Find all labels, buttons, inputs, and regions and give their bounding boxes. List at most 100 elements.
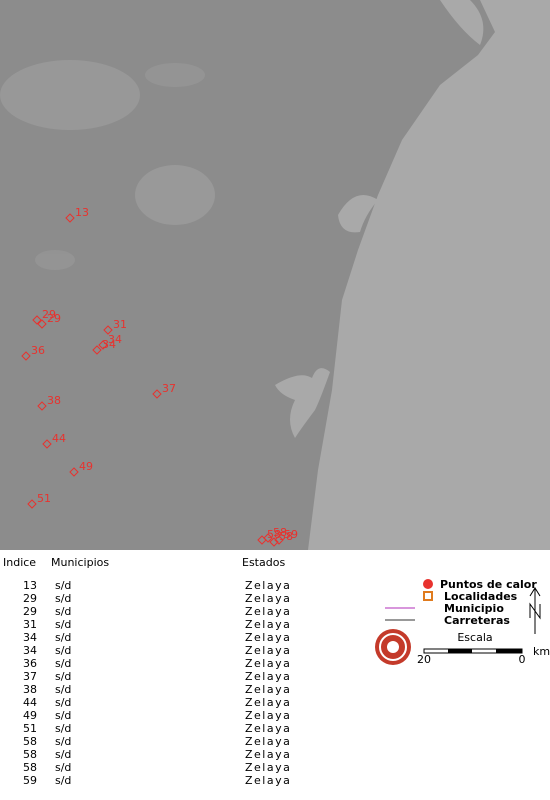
hotspot-marker bbox=[269, 537, 279, 547]
cell-estado: Zelaya bbox=[245, 605, 291, 618]
hotspot-marker bbox=[21, 351, 31, 361]
hotspot-marker bbox=[92, 345, 102, 355]
legend-label: Localidades bbox=[444, 590, 518, 603]
marker-label: 31 bbox=[113, 318, 127, 331]
legend-label: Municipio bbox=[444, 602, 504, 615]
lagoon bbox=[275, 368, 330, 438]
cell-estado: Zelaya bbox=[245, 761, 291, 774]
table: Indice Municipios Estados 13 s/d Zelaya 29 s/d Z… bbox=[3, 556, 291, 787]
cell-estado: Zelaya bbox=[245, 579, 291, 592]
cell-index: 58 bbox=[23, 748, 37, 761]
cell-estado: Zelaya bbox=[245, 722, 291, 735]
cell-estado: Zelaya bbox=[245, 670, 291, 683]
marker-label: 51 bbox=[37, 492, 51, 505]
cell-index: 38 bbox=[23, 683, 37, 696]
legend-label: Carreteras bbox=[444, 614, 510, 627]
hotspot-marker bbox=[27, 499, 37, 509]
cell-municipio: s/d bbox=[55, 592, 71, 605]
scale-label: 20 bbox=[417, 653, 431, 666]
marker-label: 49 bbox=[79, 460, 93, 473]
hotspot-marker bbox=[69, 467, 79, 477]
hotspot-marker bbox=[65, 213, 75, 223]
cell-estado: Zelaya bbox=[245, 644, 291, 657]
hotspot-marker bbox=[42, 439, 52, 449]
column-header: Indice bbox=[3, 556, 36, 569]
marker-label: 59 bbox=[284, 528, 298, 541]
cell-estado: Zelaya bbox=[245, 657, 291, 670]
cell-index: 29 bbox=[23, 605, 37, 618]
cell-municipio: s/d bbox=[55, 696, 71, 709]
cell-index: 44 bbox=[23, 696, 37, 709]
cell-index: 49 bbox=[23, 709, 37, 722]
cell-index: 37 bbox=[23, 670, 37, 683]
cell-index: 58 bbox=[23, 761, 37, 774]
marker-label: 34 bbox=[102, 338, 116, 351]
cell-index: 34 bbox=[23, 631, 37, 644]
cell-municipio: s/d bbox=[55, 774, 71, 787]
cell-municipio: s/d bbox=[55, 735, 71, 748]
cell-index: 29 bbox=[23, 592, 37, 605]
cell-municipio: s/d bbox=[55, 709, 71, 722]
marker-label: 29 bbox=[42, 308, 56, 321]
legend: Puntos de calor Localidades Municipio Ca… bbox=[375, 578, 550, 666]
hotspot-marker bbox=[37, 401, 47, 411]
logo bbox=[375, 629, 411, 665]
cell-municipio: s/d bbox=[55, 579, 71, 592]
hotspot-marker bbox=[103, 325, 113, 335]
lagoon bbox=[440, 0, 484, 45]
hotspot-marker bbox=[152, 389, 162, 399]
cell-estado: Zelaya bbox=[245, 748, 291, 761]
cell-estado: Zelaya bbox=[245, 696, 291, 709]
north-arrow bbox=[529, 587, 541, 634]
cell-index: 34 bbox=[23, 644, 37, 657]
cell-estado: Zelaya bbox=[245, 735, 291, 748]
marker-label: 29 bbox=[47, 312, 61, 325]
locality-symbol bbox=[423, 591, 433, 601]
hotspot-symbol bbox=[423, 579, 433, 589]
marker-label: 38 bbox=[47, 394, 61, 407]
lagoon bbox=[338, 195, 378, 233]
scale-label: 0 bbox=[519, 653, 526, 666]
hotspot-marker bbox=[263, 533, 273, 543]
marker-label: 44 bbox=[52, 432, 66, 445]
cell-index: 31 bbox=[23, 618, 37, 631]
cell-municipio: s/d bbox=[55, 670, 71, 683]
cell-estado: Zelaya bbox=[245, 774, 291, 787]
cell-municipio: s/d bbox=[55, 657, 71, 670]
cell-municipio: s/d bbox=[55, 618, 71, 631]
column-header: Estados bbox=[242, 556, 285, 569]
cell-index: 13 bbox=[23, 579, 37, 592]
cell-municipio: s/d bbox=[55, 605, 71, 618]
cell-municipio: s/d bbox=[55, 761, 71, 774]
cell-municipio: s/d bbox=[55, 722, 71, 735]
cell-estado: Zelaya bbox=[245, 631, 291, 644]
marker-label: 34 bbox=[108, 333, 122, 346]
marker-label: 58 bbox=[273, 526, 287, 539]
cell-estado: Zelaya bbox=[245, 592, 291, 605]
column-header: Municipios bbox=[51, 556, 109, 569]
relief bbox=[0, 60, 215, 270]
cell-municipio: s/d bbox=[55, 748, 71, 761]
marker-label: 13 bbox=[75, 206, 89, 219]
cell-municipio: s/d bbox=[55, 683, 71, 696]
cell-index: 58 bbox=[23, 735, 37, 748]
cell-municipio: s/d bbox=[55, 644, 71, 657]
cell-index: 59 bbox=[23, 774, 37, 787]
scale-unit: km bbox=[533, 645, 550, 658]
hotspot-marker bbox=[37, 319, 47, 329]
scale-title: Escala bbox=[457, 631, 492, 644]
hotspot-marker bbox=[274, 535, 284, 545]
marker-label: 37 bbox=[162, 382, 176, 395]
cell-index: 36 bbox=[23, 657, 37, 670]
sea bbox=[308, 0, 550, 550]
hotspot-marker bbox=[98, 340, 108, 350]
cell-index: 51 bbox=[23, 722, 37, 735]
cell-estado: Zelaya bbox=[245, 709, 291, 722]
scale-bar bbox=[423, 648, 523, 654]
marker-label: 36 bbox=[31, 344, 45, 357]
cell-estado: Zelaya bbox=[245, 618, 291, 631]
cell-municipio: s/d bbox=[55, 631, 71, 644]
